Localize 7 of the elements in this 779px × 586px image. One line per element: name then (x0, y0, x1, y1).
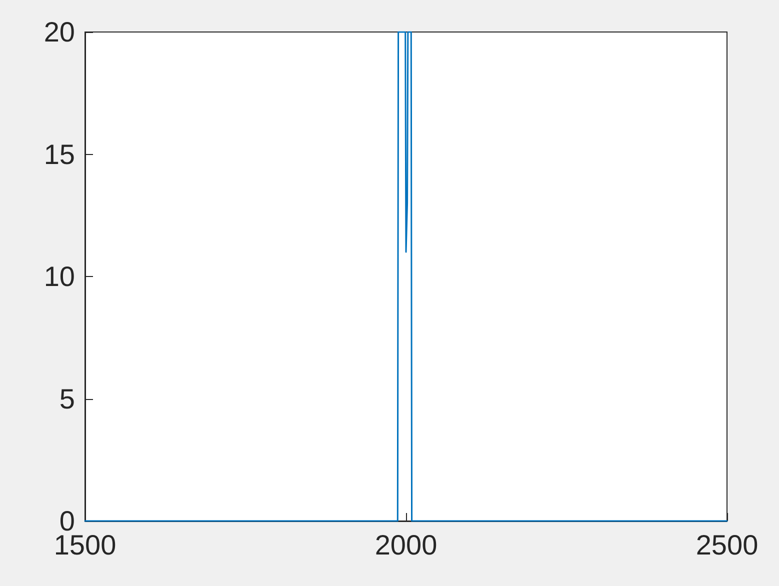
x-tick-label: 2000 (374, 530, 438, 560)
y-tick-label: 5 (59, 383, 75, 414)
y-tick-label: 15 (44, 138, 75, 170)
y-tick-label: 20 (44, 16, 75, 48)
line-series (84, 31, 728, 522)
y-tick-label: 10 (44, 261, 75, 292)
x-tick-label: 2500 (696, 530, 758, 560)
